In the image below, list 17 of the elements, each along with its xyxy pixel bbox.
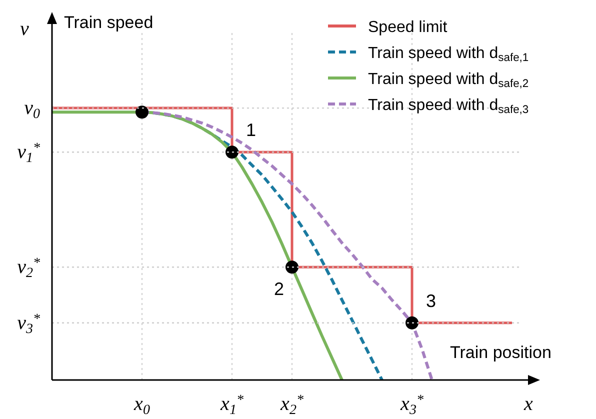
legend-label: Train speed with d$_{safe,2}$	[368, 71, 529, 90]
legend-label: Train speed with d$_{safe,3}$	[368, 97, 529, 116]
annotation: 2	[274, 279, 284, 300]
annotation: 1	[246, 120, 256, 140]
point	[136, 106, 148, 119]
annotation: 3	[426, 290, 436, 311]
x-tick-label: x$_{0}$	[133, 393, 150, 418]
point	[226, 146, 238, 159]
text: Train speed	[64, 13, 154, 32]
point	[406, 316, 418, 330]
legend-label: Speed limit	[368, 19, 448, 36]
y-axis-title: v	[20, 18, 29, 40]
x-axis-title: x	[523, 393, 533, 415]
annotation: Train position	[450, 343, 552, 362]
ref-line-label: v$_{0}$	[24, 97, 40, 122]
legend-label: Train speed with d$_{safe,1}$	[368, 45, 529, 64]
point	[286, 260, 298, 274]
